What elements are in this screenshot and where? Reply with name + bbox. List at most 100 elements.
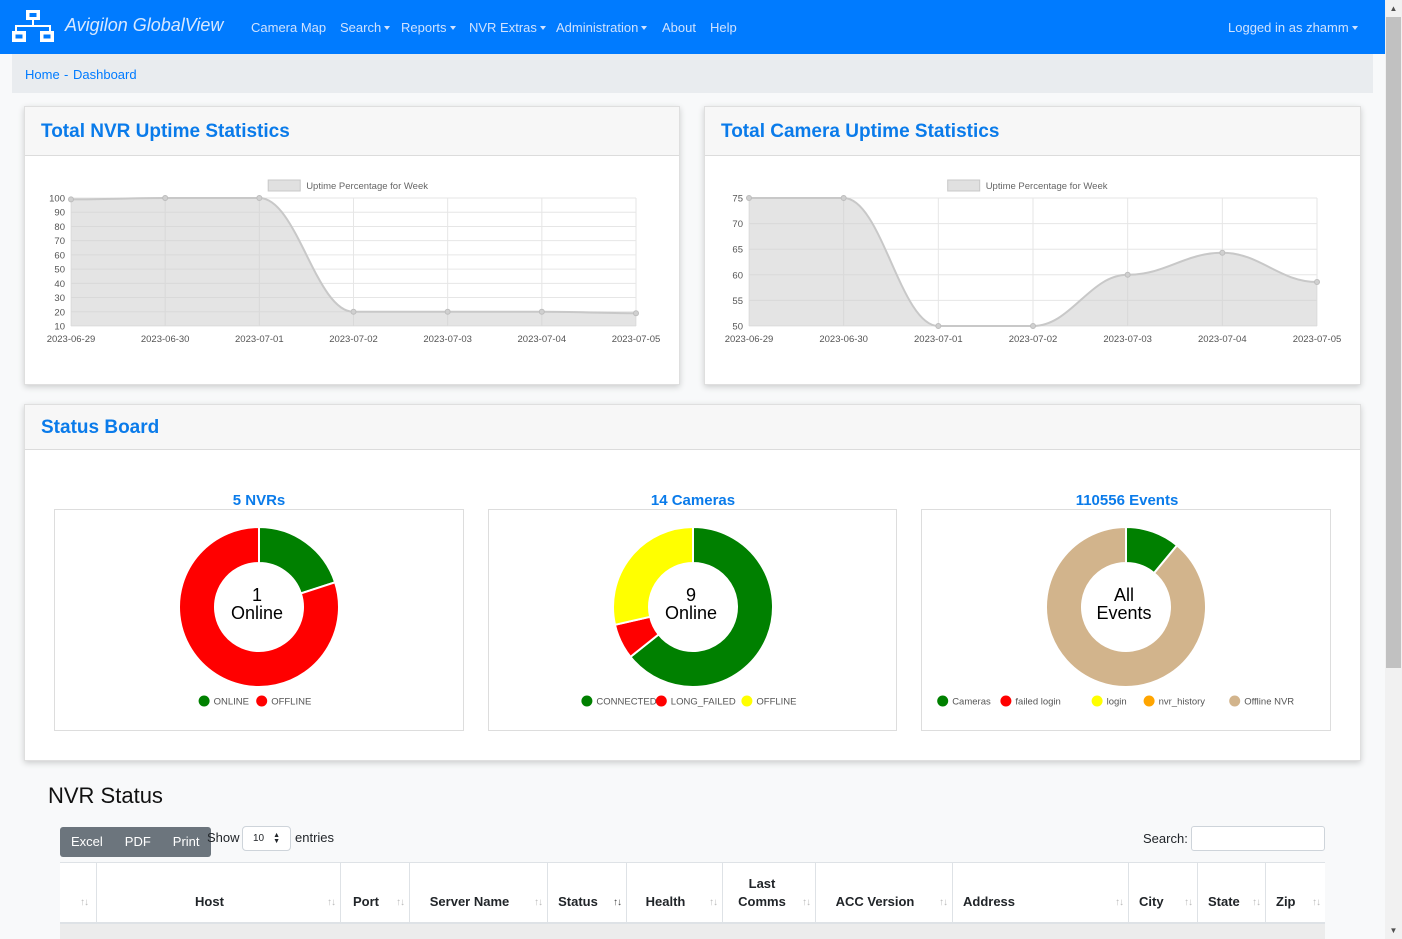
nav-nvr-extras[interactable]: NVR Extras [469,20,546,35]
nav-search[interactable]: Search [340,20,391,35]
column-header-acc-version[interactable]: ACC Version ↑↓ [815,863,952,923]
legend-dot [198,695,210,707]
pdf-button[interactable]: PDF [124,834,151,849]
breadcrumb-current[interactable]: Dashboard [73,67,137,82]
y-tick-label: 70 [54,236,65,247]
status-board-card: Status Board 5 NVRs 1 Online ONLINE OFFLINE… [24,404,1361,761]
column-header-last-comms[interactable]: Last Comms ↑↓ [722,863,815,923]
caret-down-icon [384,26,391,30]
scroll-up-icon[interactable]: ▲ [1389,4,1398,13]
caret-down-icon [449,26,456,30]
card-header: Status Board [25,405,1360,450]
nvr-status-title: NVR Status [48,783,163,808]
data-point [256,195,263,201]
legend-dot [1229,695,1241,707]
card-header: Total NVR Uptime Statistics [25,107,679,156]
legend-label: failed login [1015,697,1060,708]
series-area [71,198,636,326]
show-label: Show [207,830,240,845]
nav-administration[interactable]: Administration [556,20,648,35]
donut-slice [178,525,340,688]
nav-reports[interactable]: Reports [401,20,456,35]
print-button[interactable]: Print [172,834,200,849]
y-tick-label: 50 [732,322,743,333]
y-tick-label: 80 [54,222,65,233]
card-title: Status Board [41,417,160,438]
card-title: Total Camera Uptime Statistics [721,121,1000,142]
sort-icon: ↑↓ [709,897,718,908]
user-menu[interactable]: Logged in as zhamm [1228,20,1358,35]
column-label: Port [353,894,379,909]
column-header-server-name[interactable]: Server Name ↑↓ [409,863,547,923]
column-label: Server Name [429,894,510,909]
top-navbar: Avigilon GlobalView Camera Map Search Re… [0,0,1385,54]
sort-icon: ↑↓ [80,897,89,908]
cameras-count-title[interactable]: 14 Cameras [650,492,736,509]
column-header-address[interactable]: Address ↑↓ [952,863,1128,923]
y-tick-label: 75 [732,194,743,205]
column-header-status[interactable]: Status ↑↓ [547,863,626,923]
search-input[interactable] [1191,826,1325,851]
card-title: Total NVR Uptime Statistics [41,121,290,142]
y-tick-label: 60 [54,250,65,261]
nav-label: Help [710,20,737,35]
column-header-health[interactable]: Health ↑↓ [626,863,722,923]
network-icon[interactable] [12,9,54,43]
nav-label: Camera Map [251,20,327,35]
legend-dot [741,695,753,707]
data-point [162,195,169,201]
data-point [1030,323,1036,329]
column-label: Host [195,894,224,909]
entries-select[interactable]: 10 ▲ ▼ [242,826,291,851]
x-tick-label: 2023-07-03 [423,334,472,345]
scrollbar-thumb[interactable] [1386,17,1401,668]
nav-about[interactable]: About [662,20,696,35]
column-header-host[interactable]: Host ↑↓ [96,863,340,923]
events-count-title[interactable]: 110556 Events [1075,492,1179,509]
column-header-zip[interactable]: Zip ↑↓ [1265,863,1325,923]
vertical-scrollbar[interactable]: ▲ ▼ [1385,0,1402,939]
column-label: City [1139,894,1164,909]
sort-icon: ↑↓ [802,897,811,908]
column-header-city[interactable]: City ↑↓ [1128,863,1197,923]
column-label: Last Comms [738,876,786,909]
brand-name[interactable]: Avigilon GlobalView [65,15,224,35]
y-tick-label: 20 [54,307,65,318]
legend-dot [1000,695,1012,707]
y-tick-label: 70 [732,219,743,230]
caret-down-icon [539,26,546,30]
legend-label: OFFLINE [271,697,311,708]
nav-help[interactable]: Help [710,20,737,35]
x-tick-label: 2023-06-29 [47,334,96,345]
nav-label: Administration [556,20,639,35]
data-point [538,308,545,315]
sort-icon: ↑↓ [1184,897,1193,908]
data-point [935,323,942,329]
y-tick-label: 40 [54,279,65,290]
table-row[interactable] [60,924,1325,939]
y-tick-label: 50 [54,265,65,276]
breadcrumb-home[interactable]: Home [25,67,60,82]
nvrs-count-title[interactable]: 5 NVRs [232,492,286,509]
donut-slice [612,525,694,626]
excel-button[interactable]: Excel [71,834,103,849]
x-tick-label: 2023-07-03 [1103,334,1152,345]
column-header-port[interactable]: Port ↑↓ [340,863,409,923]
data-point [746,195,752,201]
column-header-select[interactable]: ↑↓ [60,863,96,923]
donut-center-line1: 1 [252,585,262,605]
column-label: State [1208,894,1240,909]
donut-slice [1045,525,1207,688]
x-tick-label: 2023-07-02 [1009,334,1058,345]
column-label: Status [558,894,598,909]
column-header-state[interactable]: State ↑↓ [1197,863,1265,923]
nav-camera-map[interactable]: Camera Map [251,20,326,35]
donut-center-line1: 9 [686,585,696,605]
legend-dot [1091,695,1103,707]
scroll-down-icon[interactable]: ▼ [1389,926,1398,935]
y-tick-label: 90 [54,208,65,219]
nav-label: About [662,20,696,35]
